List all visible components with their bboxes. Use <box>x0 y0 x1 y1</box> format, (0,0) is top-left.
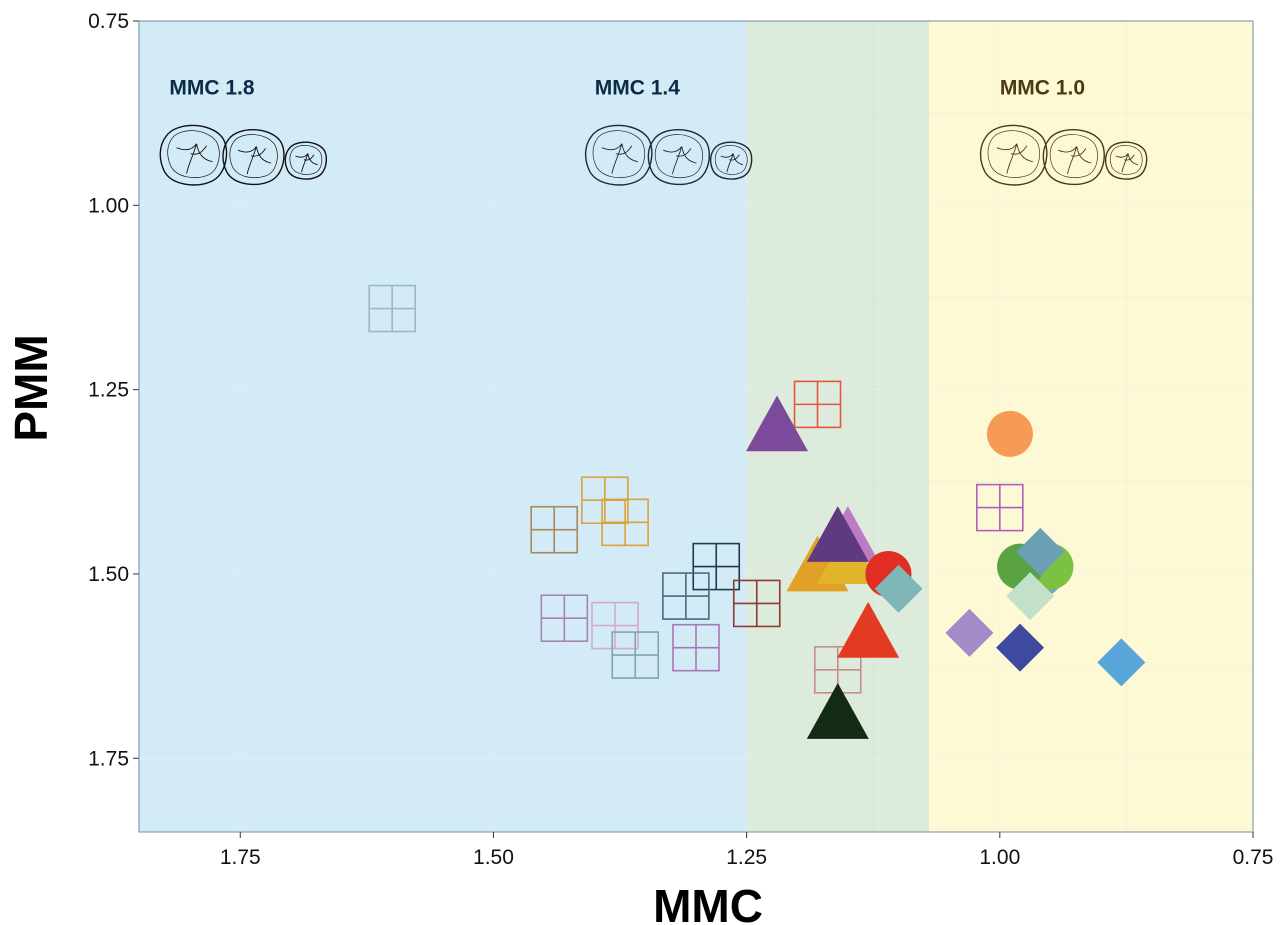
y-tick-label: 1.00 <box>88 194 129 217</box>
molar-icon <box>159 124 228 186</box>
x-tick-label: 1.00 <box>979 846 1020 869</box>
molar-fissures <box>176 143 213 174</box>
point-grid-square-12 <box>672 623 720 672</box>
molar-inner <box>592 130 645 178</box>
molar-icon <box>222 129 285 186</box>
point-diamond-27 <box>1016 527 1065 576</box>
point-grid-square-4 <box>581 476 629 525</box>
tooth-illustrations <box>159 124 1148 186</box>
axes: 1.75 1.50 1.25 1.00 0.75 0.75 1.00 1.25 1.50 1.75 <box>88 10 1273 869</box>
region-band-0 <box>139 21 747 832</box>
point-diamond-29 <box>945 608 994 657</box>
point-grid-square-8 <box>732 579 781 628</box>
point-diamond-30 <box>996 623 1045 672</box>
point-grid-square-1 <box>793 380 842 429</box>
point-grid-square-0 <box>368 284 416 333</box>
point-diamond-31 <box>1097 638 1146 687</box>
plot-panel-border <box>138 20 1254 833</box>
point-triangle-14 <box>746 395 809 452</box>
region-labels: MMC 1.8 MMC 1.4 MMC 1.0 <box>169 77 1085 100</box>
molar-fissures <box>237 146 272 175</box>
point-grid-square-10 <box>591 601 639 650</box>
x-tick-label: 1.75 <box>220 846 261 869</box>
x-tick-label: 1.50 <box>473 846 514 869</box>
molar-fissures <box>663 146 697 175</box>
molar-fissures <box>1058 146 1092 175</box>
molar-icon <box>1104 141 1148 180</box>
molar-outline <box>222 129 285 186</box>
molar-inner <box>229 134 278 178</box>
molar-icon <box>584 124 653 186</box>
x-tick-label: 0.75 <box>1233 846 1274 869</box>
point-triangle-20 <box>806 683 869 739</box>
point-grid-square-11 <box>611 631 660 679</box>
point-circle-22 <box>986 410 1033 457</box>
molar-inner <box>654 134 703 178</box>
molar-outline <box>1042 129 1105 186</box>
point-grid-square-5 <box>601 498 649 547</box>
region-band-2 <box>928 21 1253 832</box>
molar-inner <box>167 130 220 178</box>
molar-fissures <box>1115 153 1139 173</box>
molar-outline <box>709 141 753 180</box>
molar-icon <box>1042 129 1105 186</box>
y-tick-label: 0.75 <box>88 10 129 33</box>
point-grid-square-2 <box>976 483 1024 532</box>
y-tick-label: 1.25 <box>88 379 129 402</box>
x-tick-label: 1.25 <box>726 846 767 869</box>
molar-outline <box>584 124 653 186</box>
molar-icon <box>979 124 1048 186</box>
region-label: MMC 1.8 <box>169 77 255 100</box>
molar-inner <box>714 145 748 175</box>
molar-outline <box>284 141 328 180</box>
data-points <box>368 284 1146 739</box>
region-label: MMC 1.0 <box>1000 77 1085 100</box>
point-triangle-19 <box>837 601 900 658</box>
molar-inner <box>987 130 1040 178</box>
molar-outline <box>647 129 710 186</box>
y-axis-title: PMM <box>5 334 57 441</box>
molar-outline <box>1104 141 1148 180</box>
molar-fissures <box>295 153 318 173</box>
molar-icon <box>647 129 710 186</box>
point-diamond-26 <box>874 564 923 613</box>
y-tick-label: 1.75 <box>88 747 129 770</box>
molar-icon <box>284 141 328 180</box>
point-triangle-18 <box>806 506 869 562</box>
molar-inner <box>289 145 323 175</box>
molar-fissures <box>601 143 638 174</box>
molar-outline <box>979 124 1048 186</box>
point-grid-square-3 <box>530 505 579 554</box>
molar-fissures <box>720 153 744 173</box>
y-tick-label: 1.50 <box>88 563 129 586</box>
molar-fissures <box>996 143 1033 174</box>
point-grid-square-6 <box>692 542 741 591</box>
x-axis-title: MMC <box>653 880 763 925</box>
point-grid-square-9 <box>540 594 589 642</box>
molar-outline <box>159 124 228 186</box>
molar-inner <box>1049 134 1098 178</box>
point-grid-square-7 <box>662 572 710 620</box>
molar-icon <box>709 141 753 180</box>
point-diamond-28 <box>1006 572 1055 621</box>
molar-inner <box>1109 145 1143 175</box>
region-label: MMC 1.4 <box>595 77 681 100</box>
